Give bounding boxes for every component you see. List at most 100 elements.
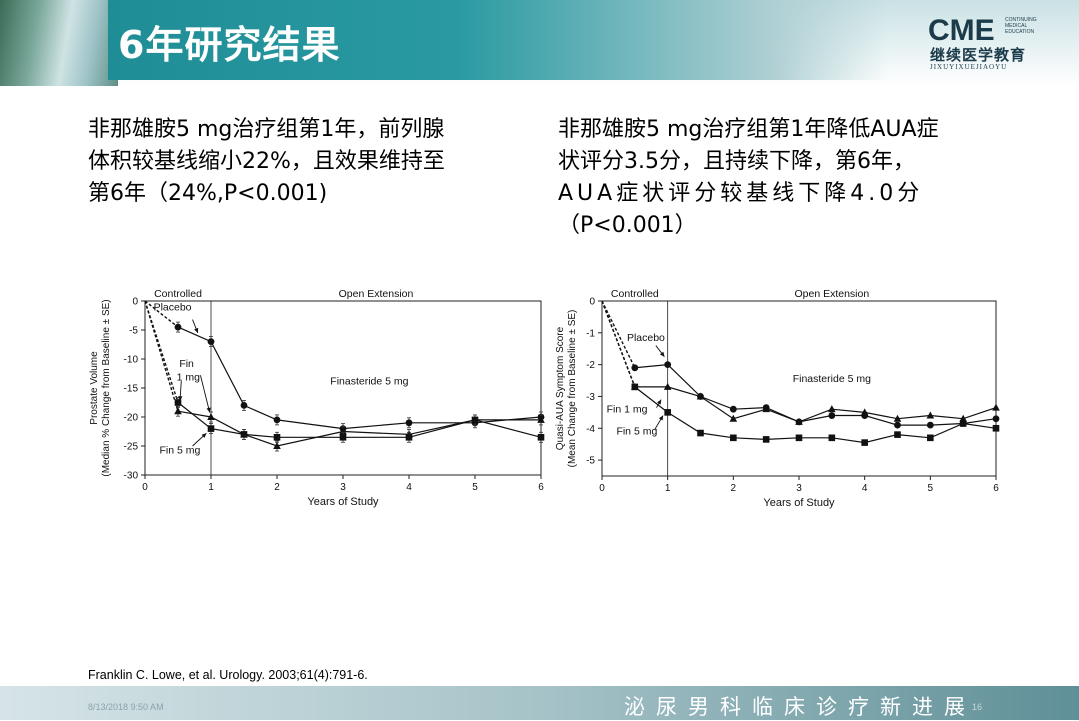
- finasteride-5mg-label: Finasteride 5 mg: [793, 373, 871, 385]
- prostate-volume-chart: 0 1 2 3 4 5 6 0 -5 -10 -15 -20 -25 -30 Years of Study P…: [85, 268, 555, 514]
- data-point: [174, 399, 182, 406]
- left-line-1: 非那雄胺5 mg治疗组第1年，前列腺: [88, 117, 445, 142]
- footer-bar: 8/13/2018 9:50 AM 泌尿男科临床诊疗新进展 16: [0, 686, 1079, 720]
- y-tick-label: -20: [124, 413, 139, 424]
- aua-symptom-score-chart: 0 1 2 3 4 5 6 0 -1 -2 -3 -4 -5 Years of Study Quasi-AU…: [552, 268, 1012, 518]
- y-tick-label: 0: [132, 297, 138, 308]
- data-point: [207, 338, 215, 345]
- slide-header: 6年研究结果 CME CONTINUING MEDICAL EDUCATION …: [0, 0, 1079, 86]
- data-point: [697, 429, 704, 437]
- data-point: [894, 431, 901, 438]
- data-point: [405, 434, 413, 441]
- title-band: [108, 0, 888, 80]
- data-point: [273, 442, 281, 449]
- data-point: [537, 434, 545, 441]
- data-point: [828, 412, 836, 419]
- data-point: [729, 414, 738, 422]
- data-point: [894, 421, 901, 429]
- data-point: [992, 403, 1000, 411]
- x-tick-label: 3: [340, 482, 346, 493]
- y-tick-label: -10: [124, 355, 139, 366]
- data-point: [927, 434, 934, 442]
- data-point: [893, 414, 902, 422]
- baseline-dash-line: [144, 300, 179, 412]
- annotation-arrowhead: [178, 396, 183, 401]
- annotation-arrowhead: [201, 433, 207, 438]
- prostate-volume-chart-svg: 0 1 2 3 4 5 6 0 -5 -10 -15 -20 -25 -30 Years of Study P…: [89, 288, 545, 508]
- annotation-arrowhead: [658, 415, 664, 421]
- data-point: [860, 408, 869, 416]
- data-point: [696, 392, 705, 400]
- data-point: [207, 413, 215, 420]
- y-tick-label: -4: [586, 424, 595, 435]
- citation: Franklin C. Lowe, et al. Urology. 2003;6…: [88, 668, 368, 682]
- x-tick-label: 5: [472, 482, 478, 493]
- cme-logo: CME CONTINUING MEDICAL EDUCATION 继续医学教育 …: [928, 14, 1048, 74]
- data-point: [959, 414, 967, 422]
- y-axis-label: (Mean Change from Baseline ± SE): [567, 310, 578, 468]
- y-tick-label: -2: [586, 360, 595, 371]
- data-point: [631, 364, 639, 372]
- logo-chinese-text: 继续医学教育: [930, 46, 1027, 64]
- plot-frame: [144, 300, 542, 476]
- slide-number: 16: [972, 702, 983, 712]
- data-point: [240, 402, 248, 409]
- y-axis-label: Quasi-AUA Symptom Score: [555, 326, 566, 450]
- series-line: [634, 386, 997, 423]
- data-point: [631, 383, 639, 391]
- controlled-label: Controlled: [611, 288, 659, 300]
- data-point: [405, 419, 413, 427]
- data-point: [795, 434, 803, 442]
- series-line: [177, 410, 541, 447]
- x-tick-label: 0: [142, 482, 148, 493]
- x-tick-label: 6: [538, 482, 544, 493]
- x-tick-label: 1: [665, 483, 671, 494]
- fin-1mg-label: Fin 1 mg: [607, 403, 648, 415]
- data-point: [664, 361, 672, 369]
- footer-date: 8/13/2018 9:50 AM: [88, 702, 164, 712]
- series-line: [634, 363, 997, 426]
- y-tick-label: -30: [124, 471, 139, 482]
- baseline-dash-line: [601, 300, 636, 369]
- data-point: [174, 323, 182, 331]
- data-point: [992, 415, 1000, 423]
- y-axis-label: (Median % Change from Baseline ± SE): [101, 299, 112, 476]
- annotation-arrowhead: [206, 407, 211, 413]
- data-point: [273, 434, 281, 441]
- data-point: [729, 405, 737, 413]
- fin-5mg-label: Fin 5 mg: [616, 426, 657, 438]
- baseline-dash-line: [144, 300, 179, 328]
- y-tick-label: -5: [586, 456, 595, 467]
- left-summary-text: 非那雄胺5 mg治疗组第1年，前列腺 体积较基线缩小22%，且效果维持至 第6年…: [88, 114, 533, 210]
- data-point: [663, 382, 672, 390]
- y-tick-label: -3: [586, 392, 595, 403]
- data-point: [762, 405, 770, 413]
- x-tick-label: 6: [993, 483, 999, 494]
- fin-1mg-label-line2: 1 mg: [177, 371, 201, 383]
- y-tick-label: -5: [129, 326, 138, 337]
- finasteride-5mg-label: Finasteride 5 mg: [330, 376, 408, 388]
- data-point: [207, 425, 215, 432]
- left-line-3: 第6年（24%,P<0.001): [88, 181, 328, 206]
- controlled-label: Controlled: [154, 288, 202, 300]
- left-line-2: 体积较基线缩小22%，且效果维持至: [88, 149, 445, 174]
- data-point: [828, 405, 836, 413]
- x-tick-label: 3: [796, 483, 802, 494]
- right-line-1: 非那雄胺5 mg治疗组第1年降低AUA症: [558, 117, 939, 142]
- annotation-arrowhead: [657, 399, 662, 405]
- aua-symptom-chart-svg: 0 1 2 3 4 5 6 0 -1 -2 -3 -4 -5 Years of Study Quasi-AU…: [555, 288, 1000, 509]
- x-axis-label: Years of Study: [307, 496, 379, 508]
- baseline-dash-line: [144, 300, 179, 403]
- right-summary-text: 非那雄胺5 mg治疗组第1年降低AUA症 状评分3.5分，且持续下降，第6年， …: [558, 114, 1003, 242]
- data-point: [926, 421, 934, 429]
- open-extension-label: Open Extension: [794, 288, 869, 300]
- header-waterfall-image: [0, 0, 118, 86]
- plot-frame: [601, 300, 997, 477]
- x-tick-label: 4: [862, 483, 868, 494]
- data-point: [861, 439, 868, 446]
- right-line-4: （P<0.001）: [558, 213, 697, 238]
- annotation-arrowhead: [659, 351, 665, 357]
- x-tick-label: 5: [928, 483, 934, 494]
- fin-1mg-label-line1: Fin: [179, 358, 194, 370]
- x-tick-label: 2: [731, 483, 737, 494]
